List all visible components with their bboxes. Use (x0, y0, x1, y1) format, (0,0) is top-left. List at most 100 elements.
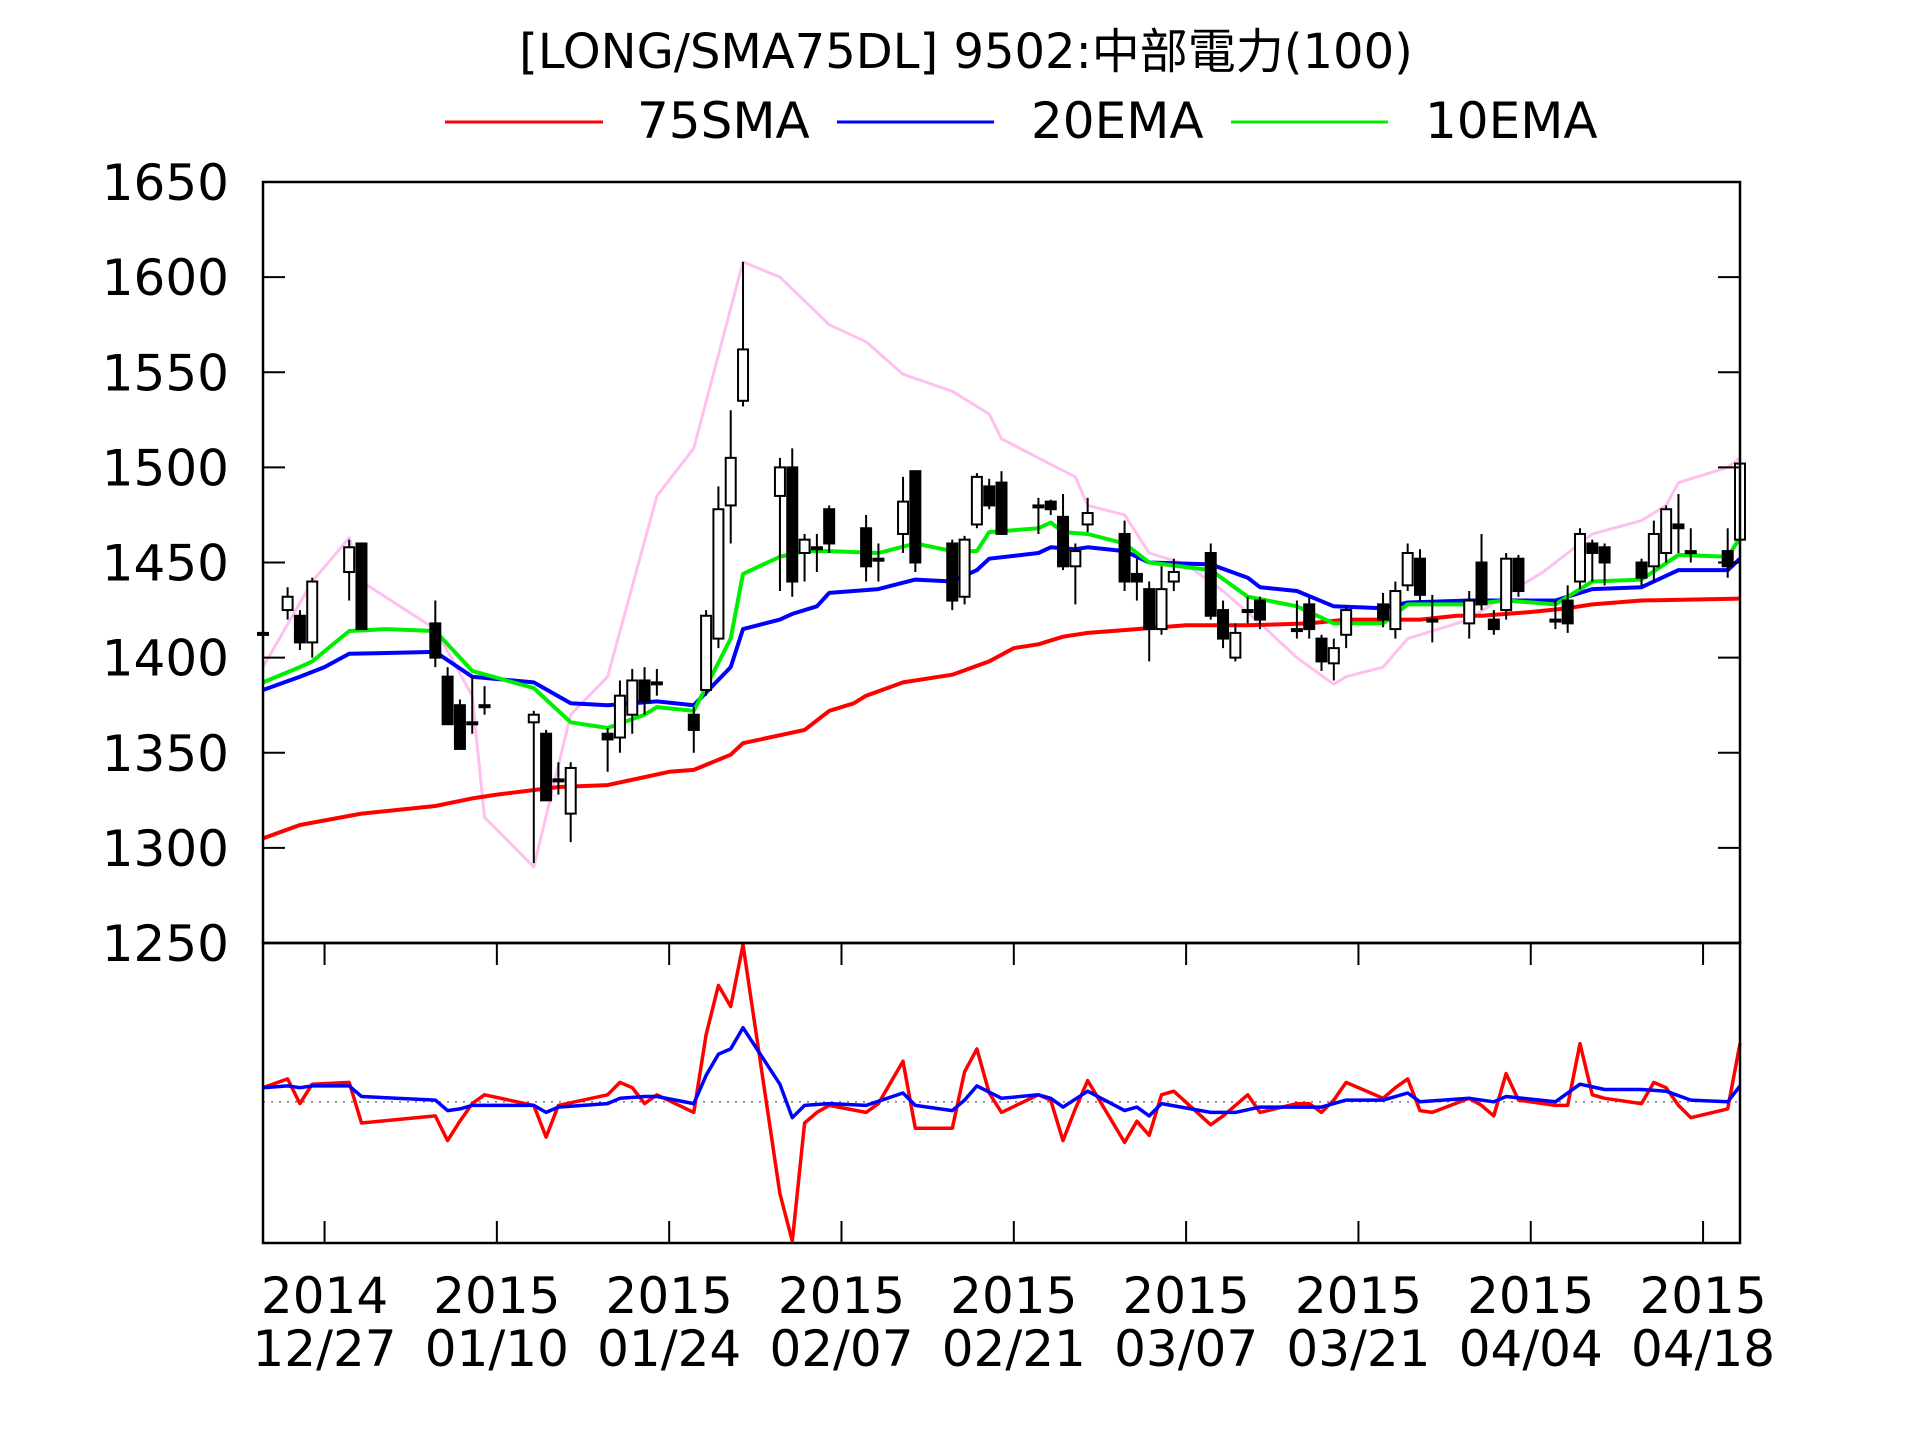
y-tick-label: 1600 (102, 249, 229, 307)
x-tick-year-label: 2015 (1123, 1267, 1250, 1325)
candle-body-down (995, 481, 1008, 535)
legend-label-20ema: 20EMA (1031, 92, 1204, 150)
candle-body-up (527, 713, 540, 724)
candle (737, 261, 750, 407)
candle-body-down (1044, 500, 1057, 511)
candle (355, 542, 368, 631)
candle-body-up (478, 704, 491, 709)
candle-body-down (601, 732, 614, 741)
candle (897, 476, 910, 553)
x-tick-date-label: 02/07 (769, 1320, 913, 1378)
candle-body-up (343, 546, 356, 574)
candle (1044, 499, 1057, 515)
candle-body-down (1315, 637, 1328, 663)
candle-body-up (958, 538, 971, 598)
candle-body-down (1586, 542, 1599, 554)
candle (552, 762, 565, 795)
candle (1660, 505, 1673, 563)
candle-body-down (1143, 588, 1156, 631)
candle (1253, 596, 1266, 630)
candle-body-up (798, 538, 811, 554)
candle (1155, 566, 1168, 635)
candle (343, 539, 356, 601)
candle-body-down (1217, 609, 1230, 640)
candle-body-down (983, 485, 996, 507)
candle (1340, 606, 1353, 649)
candle-body-up (724, 456, 737, 507)
candle (1598, 543, 1611, 586)
candle-body-up (773, 466, 786, 497)
candle (638, 667, 651, 715)
candle (1327, 638, 1340, 681)
x-tick-year-label: 2015 (778, 1267, 905, 1325)
y-tick-label: 1400 (102, 630, 229, 688)
candle-body-up (1032, 504, 1045, 509)
candle-body-down (1598, 546, 1611, 564)
candle-body-up (613, 694, 626, 739)
candle-body-up (1081, 512, 1094, 526)
legend: 75SMA 20EMA 10EMA (445, 92, 1598, 150)
candle (798, 533, 811, 582)
candle-body-up (1549, 618, 1562, 623)
candle-body-up (1389, 590, 1402, 631)
candle-body-down (355, 542, 368, 631)
candle-body-down (441, 675, 454, 726)
series-line-envelope (261, 260, 1741, 869)
candle-body-up (1647, 532, 1660, 568)
candle (909, 470, 922, 573)
candle-body-up (810, 546, 823, 551)
x-tick-date-label: 01/24 (597, 1320, 741, 1378)
candle-body-up (737, 348, 750, 402)
y-tick-label: 1250 (102, 915, 229, 973)
x-tick-year-label: 2014 (261, 1267, 388, 1325)
y-tick-label: 1650 (102, 154, 229, 212)
x-tick-date-label: 01/10 (425, 1320, 569, 1378)
chart-title: [LONG/SMA75DL] 9502:中部電力(100) (519, 24, 1413, 80)
candle-body-up (1573, 532, 1586, 583)
candle-body-down (860, 527, 873, 568)
candle (1032, 497, 1045, 534)
candle (1586, 539, 1599, 582)
candle-body-up (1290, 628, 1303, 633)
candle (1721, 528, 1734, 578)
candle-body-down (909, 470, 922, 564)
candle-body-down (823, 508, 836, 545)
x-tick-year-label: 2015 (606, 1267, 733, 1325)
candle (1290, 600, 1303, 639)
candle (306, 577, 319, 658)
candle-body-up (281, 595, 294, 612)
x-tick-year-label: 2015 (433, 1267, 560, 1325)
candle-body-up (1229, 631, 1242, 659)
candle-body-up (970, 475, 983, 526)
candle (1487, 610, 1500, 635)
candle (1229, 623, 1242, 662)
candle (773, 457, 786, 592)
candle (1389, 581, 1402, 639)
candle-body-down (453, 704, 466, 750)
sub-series-deviation-blue (262, 1025, 1742, 1120)
candle (1303, 596, 1316, 639)
candle-body-down (1057, 515, 1070, 568)
candle (1069, 543, 1082, 605)
candle-body-up (872, 557, 885, 562)
candle-body-up (700, 614, 713, 691)
candle (1512, 554, 1525, 597)
x-tick-date-label: 03/07 (1114, 1320, 1258, 1378)
candle (1413, 549, 1426, 601)
candle (540, 729, 553, 802)
deviation-panel-frame (261, 941, 1742, 1245)
x-tick-year-label: 2015 (950, 1267, 1077, 1325)
candle-body-up (1069, 550, 1082, 568)
candle-body-down (1204, 551, 1217, 617)
candle (1377, 592, 1390, 628)
candle (478, 686, 491, 715)
candle (724, 410, 737, 544)
x-tick-year-label: 2015 (1467, 1267, 1594, 1325)
candle (712, 486, 725, 649)
candle-body-up (564, 766, 577, 815)
y-tick-label: 1300 (102, 820, 229, 878)
candle (441, 667, 454, 726)
candle (1561, 585, 1574, 633)
x-tick-year-label: 2015 (1295, 1267, 1422, 1325)
